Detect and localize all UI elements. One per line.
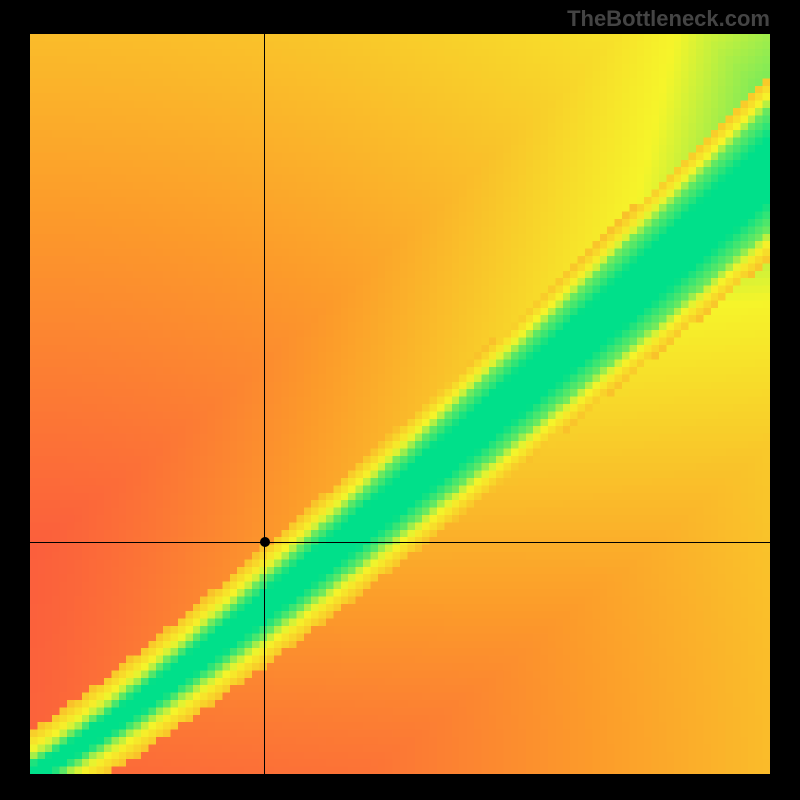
crosshair-horizontal	[30, 542, 770, 543]
crosshair-vertical	[264, 34, 265, 774]
bottleneck-heatmap	[30, 34, 770, 774]
watermark-text: TheBottleneck.com	[567, 6, 770, 32]
crosshair-marker	[260, 537, 270, 547]
